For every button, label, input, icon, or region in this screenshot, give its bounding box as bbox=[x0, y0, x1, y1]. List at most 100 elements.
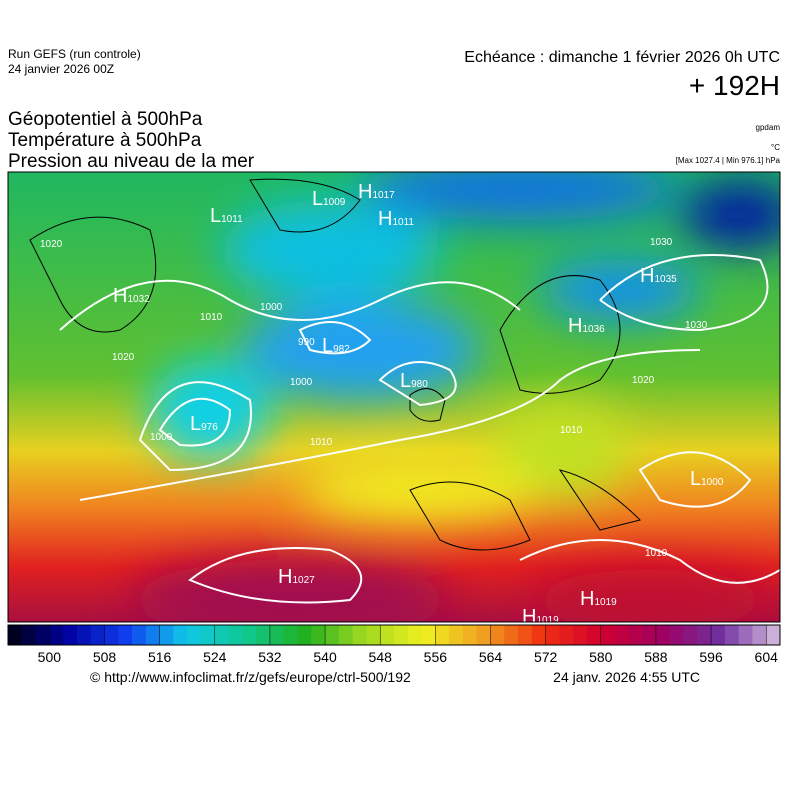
colorbar-swatch bbox=[531, 625, 547, 645]
colorbar-tick-label: 596 bbox=[699, 649, 723, 665]
generated: 24 janv. 2026 4:55 UTC bbox=[553, 669, 700, 685]
isobar-label: 1020 bbox=[112, 352, 135, 363]
colorbar-swatch bbox=[738, 625, 753, 645]
pressure-center: L1000 bbox=[690, 468, 724, 490]
colorbar-tick-label: 572 bbox=[534, 649, 558, 665]
colorbar-tick-label: 604 bbox=[755, 649, 779, 665]
pressure-center: H1019 bbox=[522, 606, 559, 628]
colorbar-tick-label: 556 bbox=[424, 649, 448, 665]
lead-time: + 192H bbox=[689, 70, 780, 101]
colorbar-swatch bbox=[697, 625, 712, 645]
isobar bbox=[378, 361, 457, 407]
field-title: Géopotentiel à 500hPa bbox=[8, 109, 203, 130]
colorbar-swatch bbox=[187, 625, 202, 645]
isobar-label: 1030 bbox=[685, 320, 708, 331]
colorbar-swatch bbox=[132, 625, 147, 645]
isobar-label: 1010 bbox=[310, 437, 333, 448]
colorbar-swatch bbox=[628, 625, 643, 645]
colorbar-swatch bbox=[655, 625, 671, 645]
colorbar-tick-label: 540 bbox=[313, 649, 337, 665]
colorbar-swatch bbox=[573, 625, 588, 645]
pressure-center: L1009 bbox=[312, 188, 346, 210]
colorbar-swatch bbox=[49, 625, 64, 645]
isobar-label: 1030 bbox=[650, 237, 673, 248]
colorbar-tick-label: 588 bbox=[644, 649, 668, 665]
colorbar-swatch bbox=[724, 625, 740, 645]
colorbar-tick-label: 532 bbox=[258, 649, 282, 665]
colorbar-swatch bbox=[90, 625, 105, 645]
unit: gpdam bbox=[756, 123, 781, 132]
pressure-center: L976 bbox=[190, 413, 218, 435]
map: L1011 L1009 H1017 H1011 H1032 L982 L980 … bbox=[8, 172, 780, 628]
colorbar-swatch bbox=[173, 625, 188, 645]
isobar bbox=[298, 321, 372, 355]
pressure-center: L1011 bbox=[210, 205, 243, 227]
colorbar-swatch bbox=[766, 625, 781, 645]
colorbar-swatch bbox=[600, 625, 616, 645]
colorbar-tick-label: 508 bbox=[93, 649, 117, 665]
colorbar-swatch bbox=[407, 625, 423, 645]
colorbar-swatch bbox=[76, 625, 92, 645]
unit: °C bbox=[771, 143, 780, 152]
colorbar-tick-label: 500 bbox=[38, 649, 62, 665]
forecast-time: Echéance : dimanche 1 février 2026 0h UT… bbox=[464, 49, 780, 66]
isobar-label: 1010 bbox=[560, 425, 583, 436]
colorbar-swatch bbox=[421, 625, 436, 645]
colorbar-swatch bbox=[394, 625, 409, 645]
pressure-center: H1019 bbox=[580, 588, 617, 610]
colorbar-swatch bbox=[518, 625, 533, 645]
colorbar-swatch bbox=[325, 625, 340, 645]
colorbar-tick-label: 516 bbox=[148, 649, 172, 665]
colorbar-swatch bbox=[201, 625, 216, 645]
colorbar-swatch bbox=[118, 625, 133, 645]
isobar-label: 1010 bbox=[200, 312, 223, 323]
colorbar-swatch bbox=[711, 625, 726, 645]
isobar-label: 1020 bbox=[632, 375, 655, 386]
colorbar-swatch bbox=[256, 625, 271, 645]
colorbar-tick-label: 580 bbox=[589, 649, 613, 665]
colorbar-swatch bbox=[104, 625, 119, 645]
run: Run GEFS (run controle) bbox=[8, 47, 141, 61]
colorbar-swatch bbox=[614, 625, 629, 645]
isobar bbox=[158, 397, 232, 447]
colorbar-swatch bbox=[504, 625, 519, 645]
isobar-labels: 1020 1010 1000 990 1000 1010 1030 1030 1… bbox=[40, 237, 708, 559]
colorbar-swatch bbox=[21, 625, 37, 645]
pressure-center: H1027 bbox=[278, 566, 315, 588]
colorbar-swatch bbox=[642, 625, 657, 645]
pressure-center: L982 bbox=[322, 335, 350, 357]
isobar bbox=[188, 547, 363, 604]
isobar bbox=[519, 539, 780, 584]
colorbar-tick-label: 524 bbox=[203, 649, 227, 665]
colorbar-swatch bbox=[380, 625, 395, 645]
colorbar-swatch bbox=[545, 625, 560, 645]
pressure-center: H1017 bbox=[358, 181, 395, 203]
colorbar-frame bbox=[7, 624, 781, 646]
pressure-center: H1032 bbox=[113, 285, 150, 307]
colorbar-swatch bbox=[669, 625, 684, 645]
colorbar-swatch bbox=[366, 625, 381, 645]
colorbar-swatch bbox=[490, 625, 505, 645]
pressure-center: H1036 bbox=[568, 315, 605, 337]
colorbar-swatch bbox=[269, 625, 285, 645]
colorbar-swatch bbox=[311, 625, 326, 645]
colorbar-swatch bbox=[35, 625, 50, 645]
colorbar-swatch bbox=[8, 625, 23, 645]
isobar bbox=[59, 279, 521, 331]
colorbar-swatch bbox=[462, 625, 478, 645]
temperature-field bbox=[130, 172, 780, 622]
pressure-centers: L1011 L1009 H1017 H1011 H1032 L982 L980 … bbox=[113, 181, 724, 628]
colorbar-swatch bbox=[228, 625, 243, 645]
colorbar-swatch bbox=[145, 625, 161, 645]
pressure-center: H1011 bbox=[378, 208, 414, 230]
isobar-label: 1010 bbox=[645, 548, 668, 559]
colorbar-swatch bbox=[283, 625, 298, 645]
isobar bbox=[79, 349, 701, 501]
colorbar-tick-label: 564 bbox=[479, 649, 503, 665]
colorbar-swatch bbox=[476, 625, 491, 645]
colorbar-swatch bbox=[587, 625, 602, 645]
pressure-center: L980 bbox=[400, 370, 428, 392]
colorbar-swatch bbox=[683, 625, 698, 645]
colorbar-swatch bbox=[352, 625, 367, 645]
